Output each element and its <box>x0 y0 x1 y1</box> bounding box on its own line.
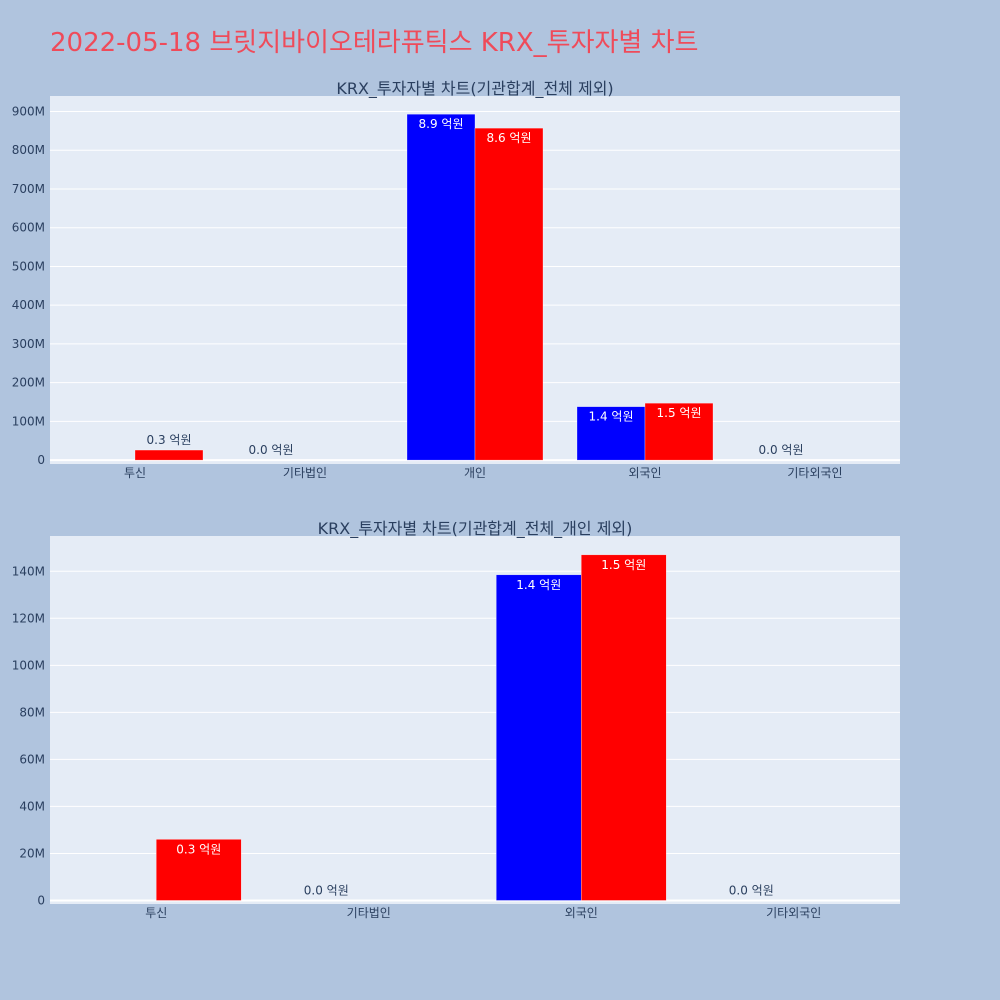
chart-panel-top: 0 100M 200M 300M 400M 500M 600M 700M 800M 900M KRX… <box>12 79 900 480</box>
data-label: 1.5 억원 <box>657 406 702 420</box>
data-label: 1.4 억원 <box>516 578 561 592</box>
y-tick-label: 40M <box>19 799 45 813</box>
data-label: 0.3 억원 <box>147 433 192 447</box>
y-tick-label: 100M <box>12 658 45 672</box>
bar <box>406 113 476 461</box>
y-tick-label: 0 <box>37 453 45 467</box>
x-tick-label: 기타외국인 <box>787 466 842 480</box>
bar <box>496 574 582 901</box>
data-label: 0.0 억원 <box>729 883 774 897</box>
data-label: 0.3 억원 <box>176 842 221 856</box>
x-tick-label: 투신 <box>124 466 146 480</box>
y-tick-label: 700M <box>12 182 45 196</box>
bar <box>156 839 242 901</box>
x-tick-label: 투신 <box>145 906 167 920</box>
data-label: 8.9 억원 <box>419 117 464 131</box>
bar <box>581 554 667 901</box>
data-label: 0.0 억원 <box>249 443 294 457</box>
data-label: 1.5 억원 <box>601 558 646 572</box>
y-tick-label: 500M <box>12 259 45 273</box>
y-tick-label: 120M <box>12 611 45 625</box>
main-title: 2022-05-18 브릿지바이오테라퓨틱스 KRX_투자자별 차트 <box>50 28 699 58</box>
data-label: 8.6 억원 <box>487 131 532 145</box>
chart-title: KRX_투자자별 차트(기관합계_전체 제외) <box>336 79 613 99</box>
y-tick-label: 900M <box>12 104 45 118</box>
data-label: 0.0 억원 <box>759 443 804 457</box>
chart-panel-bottom: 0 20M 40M 60M 80M 100M 120M 140M KRX_투자자별 차트(기관합… <box>12 519 900 920</box>
data-label: 0.0 억원 <box>304 883 349 897</box>
y-tick-label: 80M <box>19 705 45 719</box>
y-tick-label: 600M <box>12 221 45 235</box>
x-tick-label: 기타법인 <box>283 466 327 480</box>
y-tick-label: 400M <box>12 298 45 312</box>
bar <box>474 127 544 461</box>
x-tick-label: 개인 <box>464 466 486 480</box>
x-tick-label: 기타법인 <box>347 906 391 920</box>
bar <box>576 406 646 461</box>
chart-title: KRX_투자자별 차트(기관합계_전체_개인 제외) <box>318 519 633 539</box>
y-tick-label: 20M <box>19 846 45 860</box>
y-tick-label: 140M <box>12 564 45 578</box>
x-tick-label: 외국인 <box>565 906 598 920</box>
y-tick-label: 800M <box>12 143 45 157</box>
bar <box>644 402 714 461</box>
x-tick-label: 외국인 <box>628 466 661 480</box>
y-tick-label: 100M <box>12 414 45 428</box>
x-tick-label: 기타외국인 <box>766 906 821 920</box>
y-tick-label: 300M <box>12 337 45 351</box>
data-label: 1.4 억원 <box>589 410 634 424</box>
bar <box>134 449 204 461</box>
y-tick-label: 60M <box>19 752 45 766</box>
y-tick-label: 200M <box>12 376 45 390</box>
y-tick-label: 0 <box>37 893 45 907</box>
